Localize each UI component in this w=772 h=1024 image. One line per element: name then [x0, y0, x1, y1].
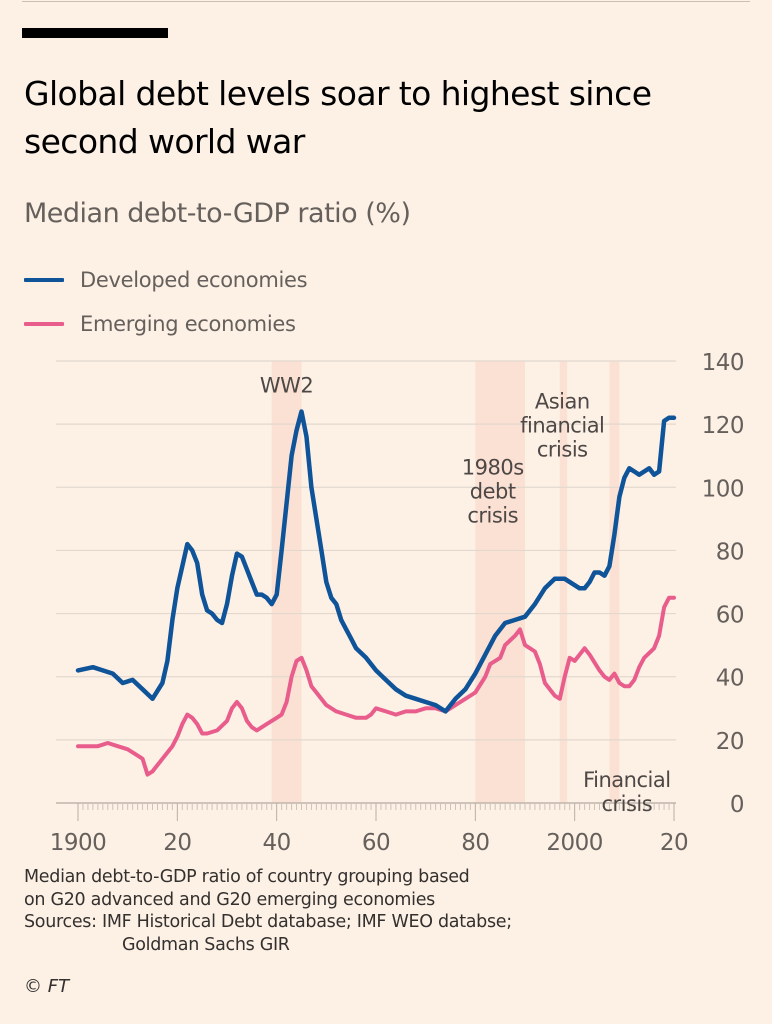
y-tick-label: 20	[716, 729, 744, 755]
y-tick-label: 140	[702, 350, 744, 376]
legend-label: Developed economies	[80, 268, 308, 292]
y-tick-label: 60	[716, 603, 744, 629]
series-line-developed	[75, 409, 677, 714]
legend-label: Emerging economies	[80, 312, 296, 336]
legend-item-emerging: Emerging economies	[24, 302, 307, 346]
ft-credit: © FT	[24, 976, 70, 997]
sources-line: Goldman Sachs GIR	[122, 934, 290, 955]
y-tick-label: 0	[730, 792, 744, 818]
series-line-emerging	[76, 595, 676, 777]
top-rule	[22, 1, 750, 2]
ft-title-bar	[22, 28, 168, 38]
sources-line: Sources: IMF Historical Debt database; I…	[24, 912, 512, 932]
x-tick-label: 20	[163, 830, 191, 856]
x-tick-label: 60	[362, 830, 390, 856]
note-line: on G20 advanced and G20 emerging economi…	[24, 889, 435, 910]
legend-swatch-developed	[24, 278, 64, 282]
y-tick-label: 40	[716, 666, 744, 692]
y-tick-label: 100	[702, 476, 744, 502]
note-line: Median debt-to-GDP ratio of country grou…	[24, 867, 470, 887]
annotation-label: Financial	[583, 768, 670, 792]
annotation-label: financial	[520, 413, 604, 437]
x-tick-label: 1900	[50, 830, 107, 856]
shaded-period	[475, 361, 525, 803]
annotation-label: WW2	[260, 374, 313, 398]
x-tick-label: 2000	[546, 830, 603, 856]
y-tick-label: 120	[702, 413, 744, 439]
legend-swatch-emerging	[24, 322, 64, 326]
legend: Developed economies Emerging economies	[24, 258, 308, 346]
annotation-label: debt	[470, 480, 516, 504]
shaded-period	[609, 361, 620, 803]
shaded-period	[559, 361, 568, 803]
legend-item-developed: Developed economies	[24, 258, 308, 302]
annotation-label: 1980s	[462, 456, 524, 480]
x-tick-label: 80	[461, 830, 489, 856]
annotation-label: crisis	[601, 792, 652, 816]
annotation-label: crisis	[467, 504, 518, 528]
x-tick-label: 20	[660, 830, 688, 856]
y-tick-label: 80	[716, 539, 744, 565]
chart-subtitle: Median debt-to-GDP ratio (%)	[24, 198, 411, 229]
chart-title: Global debt levels soar to highest since…	[24, 74, 652, 161]
annotation-label: crisis	[537, 437, 588, 461]
annotation-label: Asian	[535, 389, 590, 413]
footnote: Median debt-to-GDP ratio of country grou…	[24, 866, 512, 956]
x-tick-label: 40	[263, 830, 291, 856]
